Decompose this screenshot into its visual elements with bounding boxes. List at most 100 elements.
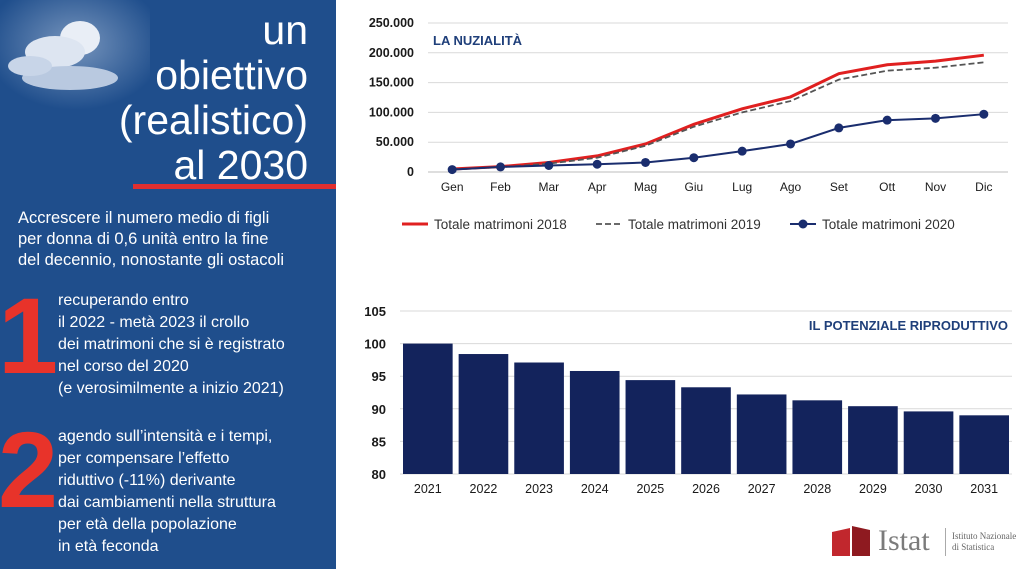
x-tick-label: Dic [975,180,992,194]
y-tick-label: 80 [372,467,386,482]
data-point [882,115,892,125]
data-point [979,109,989,119]
point-number-1: 1 [0,275,59,396]
x-tick-label: Lug [732,180,752,194]
point-line: in età feconda [58,538,159,555]
point-text-1: recuperando entro il 2022 - metà 2023 il… [58,290,330,400]
bar [736,394,787,474]
legend-label: Totale matrimoni 2018 [434,217,567,232]
bar [848,406,898,474]
x-tick-label: 2026 [692,482,720,496]
bar [792,400,843,474]
point-line: per compensare l’effetto [58,450,230,467]
bar [569,370,620,474]
line-chart-nuzialita: 0 50.000 100.000 150.000 200.000 250.000 Gen Fe… [369,16,1008,232]
y-tick-label: 150.000 [369,76,414,90]
y-tick-label: 200.000 [369,46,414,60]
data-point [447,165,457,175]
intro-line: Accrescere il numero medio di figli [18,209,270,227]
x-tick-label: 2025 [636,482,664,496]
bar [903,411,954,474]
point-line: riduttivo (-11%) derivante [58,472,236,489]
x-tick-label: Mag [634,180,657,194]
x-tick-label: 2023 [525,482,553,496]
series-line [452,53,985,171]
x-tick-label: Set [830,180,849,194]
title-underline [133,184,336,189]
data-point [834,123,844,133]
point-text-2: agendo sull’intensità e i tempi, per com… [58,426,330,558]
baby-photo [0,0,150,110]
istat-logo: Istat Istituto Nazionale di Statistica [832,522,1022,562]
point-line: dai cambiamenti nella struttura [58,494,276,511]
x-tick-label: 2030 [915,482,943,496]
x-tick-label: 2029 [859,482,887,496]
x-tick-label: Ott [879,180,896,194]
title-line: obiettivo [155,52,308,98]
x-tick-label: 2024 [581,482,609,496]
x-tick-label: 2027 [748,482,776,496]
point-number-2: 2 [0,409,59,530]
point-line: agendo sull’intensità e i tempi, [58,428,273,445]
bar [959,415,1009,474]
chart-title: IL POTENZIALE RIPRODUTTIVO [809,318,1008,333]
logo-divider [945,528,946,556]
intro-text: Accrescere il numero medio di figli per … [18,208,328,271]
istat-logo-word: Istat [878,524,930,557]
x-tick-label: Feb [490,180,511,194]
point-line: nel corso del 2020 [58,358,189,375]
x-tick-label: Mar [538,180,559,194]
point-line: il 2022 - metà 2023 il crollo [58,314,250,331]
data-point [931,113,940,123]
x-tick-label: Giu [684,180,703,194]
data-point [641,157,650,167]
y-tick-label: 50.000 [376,135,414,149]
y-tick-label: 100 [364,337,386,352]
intro-line: del decennio, nonostante gli ostacoli [18,251,285,269]
y-tick-label: 95 [372,369,386,384]
istat-logo-subtitle: Istituto Nazionale di Statistica [952,531,1016,553]
title-line: (realistico) [118,97,308,143]
legend-label: Totale matrimoni 2019 [628,217,761,232]
logo-sub-line: Istituto Nazionale [952,531,1017,541]
x-tick-label: Apr [588,180,607,194]
x-tick-label: 2021 [414,482,442,496]
x-tick-label: 2022 [470,482,498,496]
point-line: recuperando entro [58,292,189,309]
data-point [689,153,699,163]
logo-sub-line: di Statistica [952,542,995,552]
point-line: dei matrimoni che si è registrato [58,336,285,353]
data-point [737,146,747,156]
y-tick-label: 100.000 [369,105,414,119]
data-point [496,162,505,172]
legend-label: Totale matrimoni 2020 [822,217,955,232]
x-tick-label: Ago [780,180,802,194]
bar [458,354,509,474]
point-line: (e verosimilmente a inizio 2021) [58,380,284,397]
x-tick-label: Gen [441,180,464,194]
title-line: al 2030 [173,142,308,188]
bar-chart-potenziale: 80 85 90 95 100 105 2021 2022 2023 2024 2025 2026 20… [364,304,1012,496]
legend-marker [798,219,808,229]
slide-title: un obiettivo (realistico) al 2030 [119,8,308,188]
left-panel: un obiettivo (realistico) al 2030 Accres… [0,0,336,569]
y-tick-label: 0 [407,165,414,179]
y-tick-label: 90 [372,402,386,417]
y-tick-label: 85 [372,434,386,449]
x-tick-label: 2028 [803,482,831,496]
data-point [786,139,795,149]
series-line [452,61,984,171]
intro-line: per donna di 0,6 unità entro la fine [18,230,269,248]
data-point [544,160,554,170]
series-line [452,113,984,171]
bar [681,387,731,474]
bar [403,343,453,474]
chart-title: LA NUZIALITÀ [433,33,523,48]
bar [514,362,564,474]
x-tick-label: 2031 [970,482,998,496]
bar [625,380,676,474]
title-line: un [262,7,308,53]
y-tick-label: 250.000 [369,16,414,30]
data-point [592,159,602,169]
point-line: per età della popolazione [58,516,237,533]
